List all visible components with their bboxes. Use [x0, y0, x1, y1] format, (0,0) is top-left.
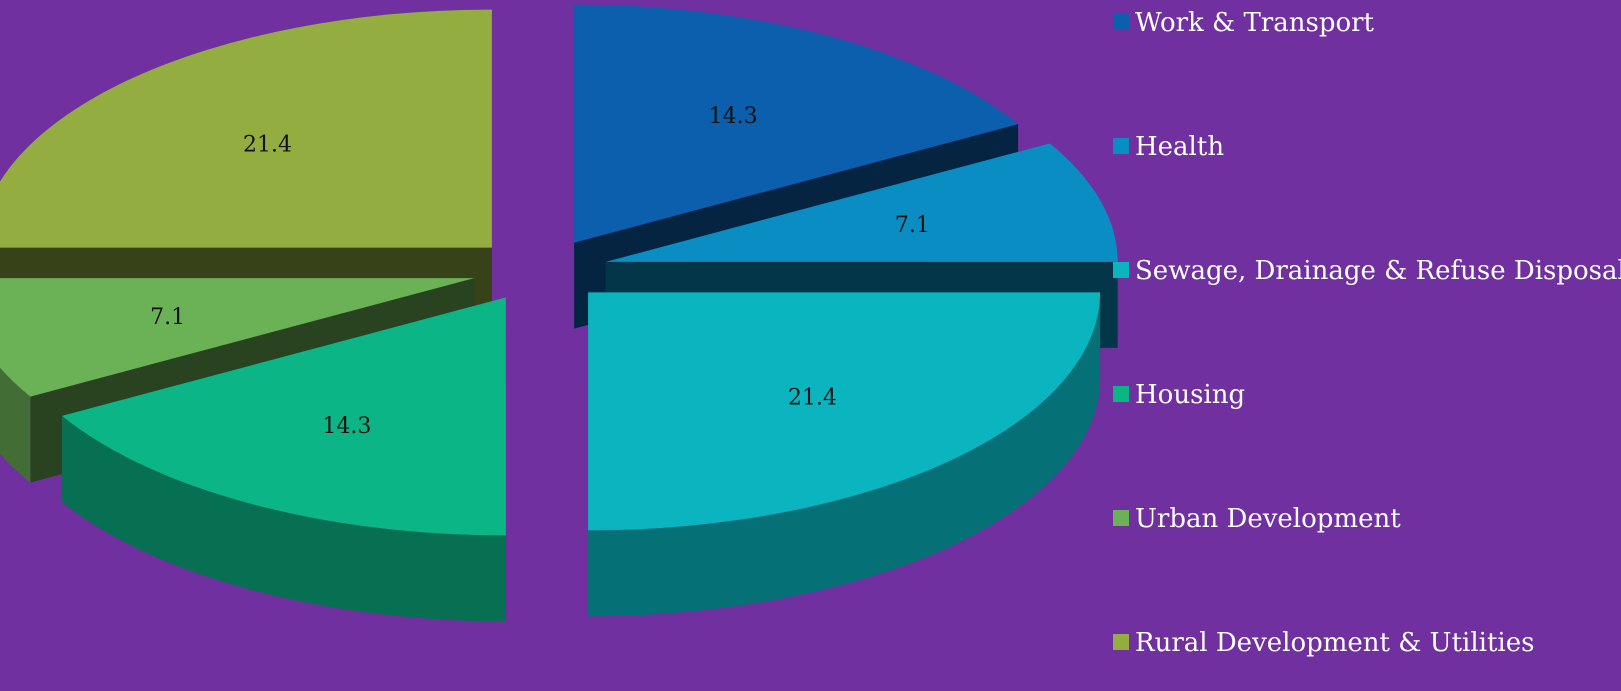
- data-label-3: 14.3: [322, 414, 371, 439]
- pie-slice-4-top: [0, 278, 475, 397]
- legend-label-2: Sewage, Drainage & Refuse Disposal: [1135, 256, 1621, 286]
- legend-label-3: Housing: [1135, 380, 1245, 410]
- data-label-2: 21.4: [788, 386, 837, 411]
- pie-slice-1-top: [605, 143, 1118, 262]
- legend-label-0: Work & Transport: [1135, 8, 1375, 38]
- legend-swatch-2: [1113, 262, 1129, 278]
- pie-slice-3: [61, 297, 506, 622]
- legend-item-3: Housing: [1113, 380, 1245, 410]
- legend-swatch-3: [1113, 386, 1129, 402]
- legend-label-1: Health: [1135, 132, 1224, 162]
- pie-slice-2-top: [588, 292, 1101, 531]
- pie-slice-3-side: [61, 415, 506, 622]
- legend: Work & Transport Health Sewage, Drainage &…: [1113, 8, 1621, 658]
- legend-item-4: Urban Development: [1113, 504, 1401, 534]
- data-label-5: 21.4: [243, 132, 292, 157]
- pie-slice-2-side: [588, 292, 1101, 617]
- legend-swatch-4: [1113, 510, 1129, 526]
- legend-item-1: Health: [1113, 132, 1224, 162]
- legend-label-5: Rural Development & Utilities: [1135, 628, 1534, 658]
- pie-slice-4-side: [0, 367, 31, 483]
- legend-item-0: Work & Transport: [1113, 8, 1375, 38]
- legend-label-4: Urban Development: [1135, 504, 1401, 534]
- pie-slice-2: [588, 292, 1101, 617]
- pie-slices: [0, 4, 1118, 622]
- legend-swatch-5: [1113, 634, 1129, 650]
- data-labels: 14.3 7.1 21.4 14.3 7.1 21.4: [150, 104, 930, 439]
- data-label-4: 7.1: [150, 305, 185, 330]
- data-label-0: 14.3: [709, 104, 758, 129]
- legend-item-2: Sewage, Drainage & Refuse Disposal: [1113, 256, 1621, 286]
- legend-item-5: Rural Development & Utilities: [1113, 628, 1534, 658]
- data-label-1: 7.1: [895, 213, 930, 238]
- pie-slice-5-top: [0, 9, 492, 248]
- legend-swatch-1: [1113, 138, 1129, 154]
- legend-swatch-0: [1113, 14, 1129, 30]
- pie-slice-0-top: [574, 4, 1019, 243]
- pie-slice-3-top: [61, 297, 506, 536]
